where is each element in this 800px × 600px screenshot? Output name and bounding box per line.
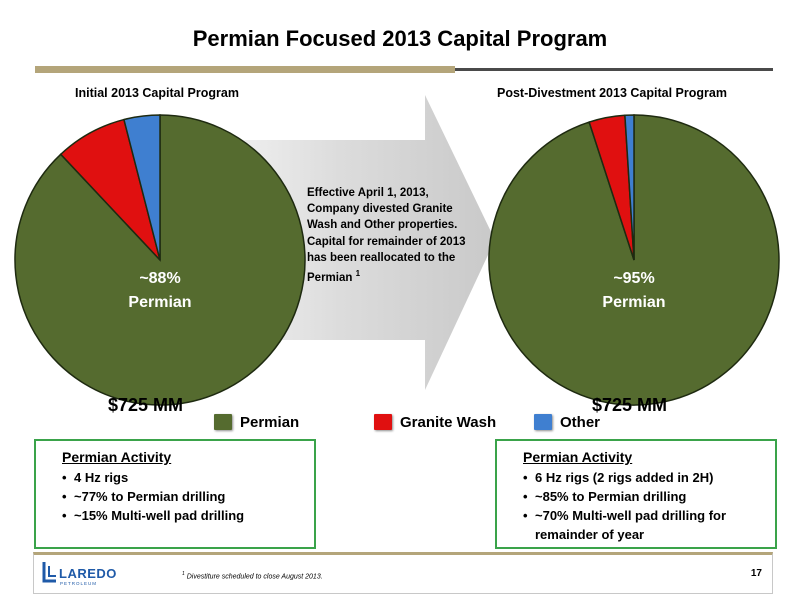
legend-granite-wash: Granite Wash: [374, 414, 496, 431]
list-item: ~15% Multi-well pad drilling: [62, 506, 314, 525]
right-activity-list: 6 Hz rigs (2 rigs added in 2H) ~85% to P…: [523, 468, 771, 544]
list-item: 4 Hz rigs: [62, 468, 314, 487]
right-activity-heading: Permian Activity: [523, 449, 633, 465]
right-pie-title: Post-Divestment 2013 Capital Program: [497, 86, 727, 100]
legend-permian: Permian: [214, 414, 299, 431]
list-item: ~70% Multi-well pad drilling for remaind…: [523, 506, 771, 544]
left-activity-list: 4 Hz rigs ~77% to Permian drilling ~15% …: [62, 468, 314, 525]
right-pie-total: $725 MM: [592, 395, 668, 415]
left-pie-total: $725 MM: [108, 395, 184, 415]
footnote-text: Divestiture scheduled to close August 20…: [186, 573, 323, 581]
list-item: ~85% to Permian drilling: [523, 487, 771, 506]
right-pie-chart: [488, 114, 780, 406]
page-number: 17: [750, 568, 762, 579]
legend-swatch-granite-wash: [374, 414, 392, 430]
legend-swatch-other: [534, 414, 552, 430]
footer: LAREDO PETROLEUM 1 Divestiture scheduled…: [33, 552, 773, 594]
title-underline: [35, 66, 773, 74]
left-activity-heading: Permian Activity: [62, 449, 172, 465]
company-logo: LAREDO PETROLEUM: [42, 562, 117, 586]
right-pie-label: Permian: [602, 294, 665, 311]
divestiture-note: Effective April 1, 2013, Company diveste…: [307, 185, 467, 286]
left-pie-percent: ~88%: [139, 270, 180, 287]
legend-label-permian: Permian: [240, 414, 300, 431]
left-pie-title: Initial 2013 Capital Program: [75, 86, 239, 100]
legend-label-granite-wash: Granite Wash: [400, 414, 497, 431]
logo-text: LAREDO: [59, 566, 117, 581]
left-activity-box: Permian Activity 4 Hz rigs ~77% to Permi…: [34, 439, 316, 549]
right-activity-box: Permian Activity 6 Hz rigs (2 rigs added…: [495, 439, 777, 549]
pie-slice-other: [624, 114, 635, 261]
left-pie-chart: [14, 114, 306, 406]
left-pie-label: Permian: [128, 294, 191, 311]
page-title: Permian Focused 2013 Capital Program: [192, 26, 608, 51]
footnote: 1 Divestiture scheduled to close August …: [182, 571, 323, 580]
list-item: 6 Hz rigs (2 rigs added in 2H): [523, 468, 771, 487]
logo-subtext: PETROLEUM: [60, 581, 97, 586]
note-footnote-mark: 1: [355, 269, 361, 279]
footnote-mark: 1: [182, 571, 185, 577]
right-pie-percent: ~95%: [613, 270, 654, 287]
legend-swatch-permian: [214, 414, 232, 430]
pie-slice-other: [123, 114, 161, 261]
legend-label-other: Other: [560, 414, 601, 431]
chart-legend: Permian Granite Wash Other: [0, 414, 800, 436]
legend-other: Other: [534, 414, 600, 431]
list-item: ~77% to Permian drilling: [62, 487, 314, 506]
pie-slice-permian: [14, 114, 306, 406]
note-text: Effective April 1, 2013, Company diveste…: [307, 187, 466, 284]
